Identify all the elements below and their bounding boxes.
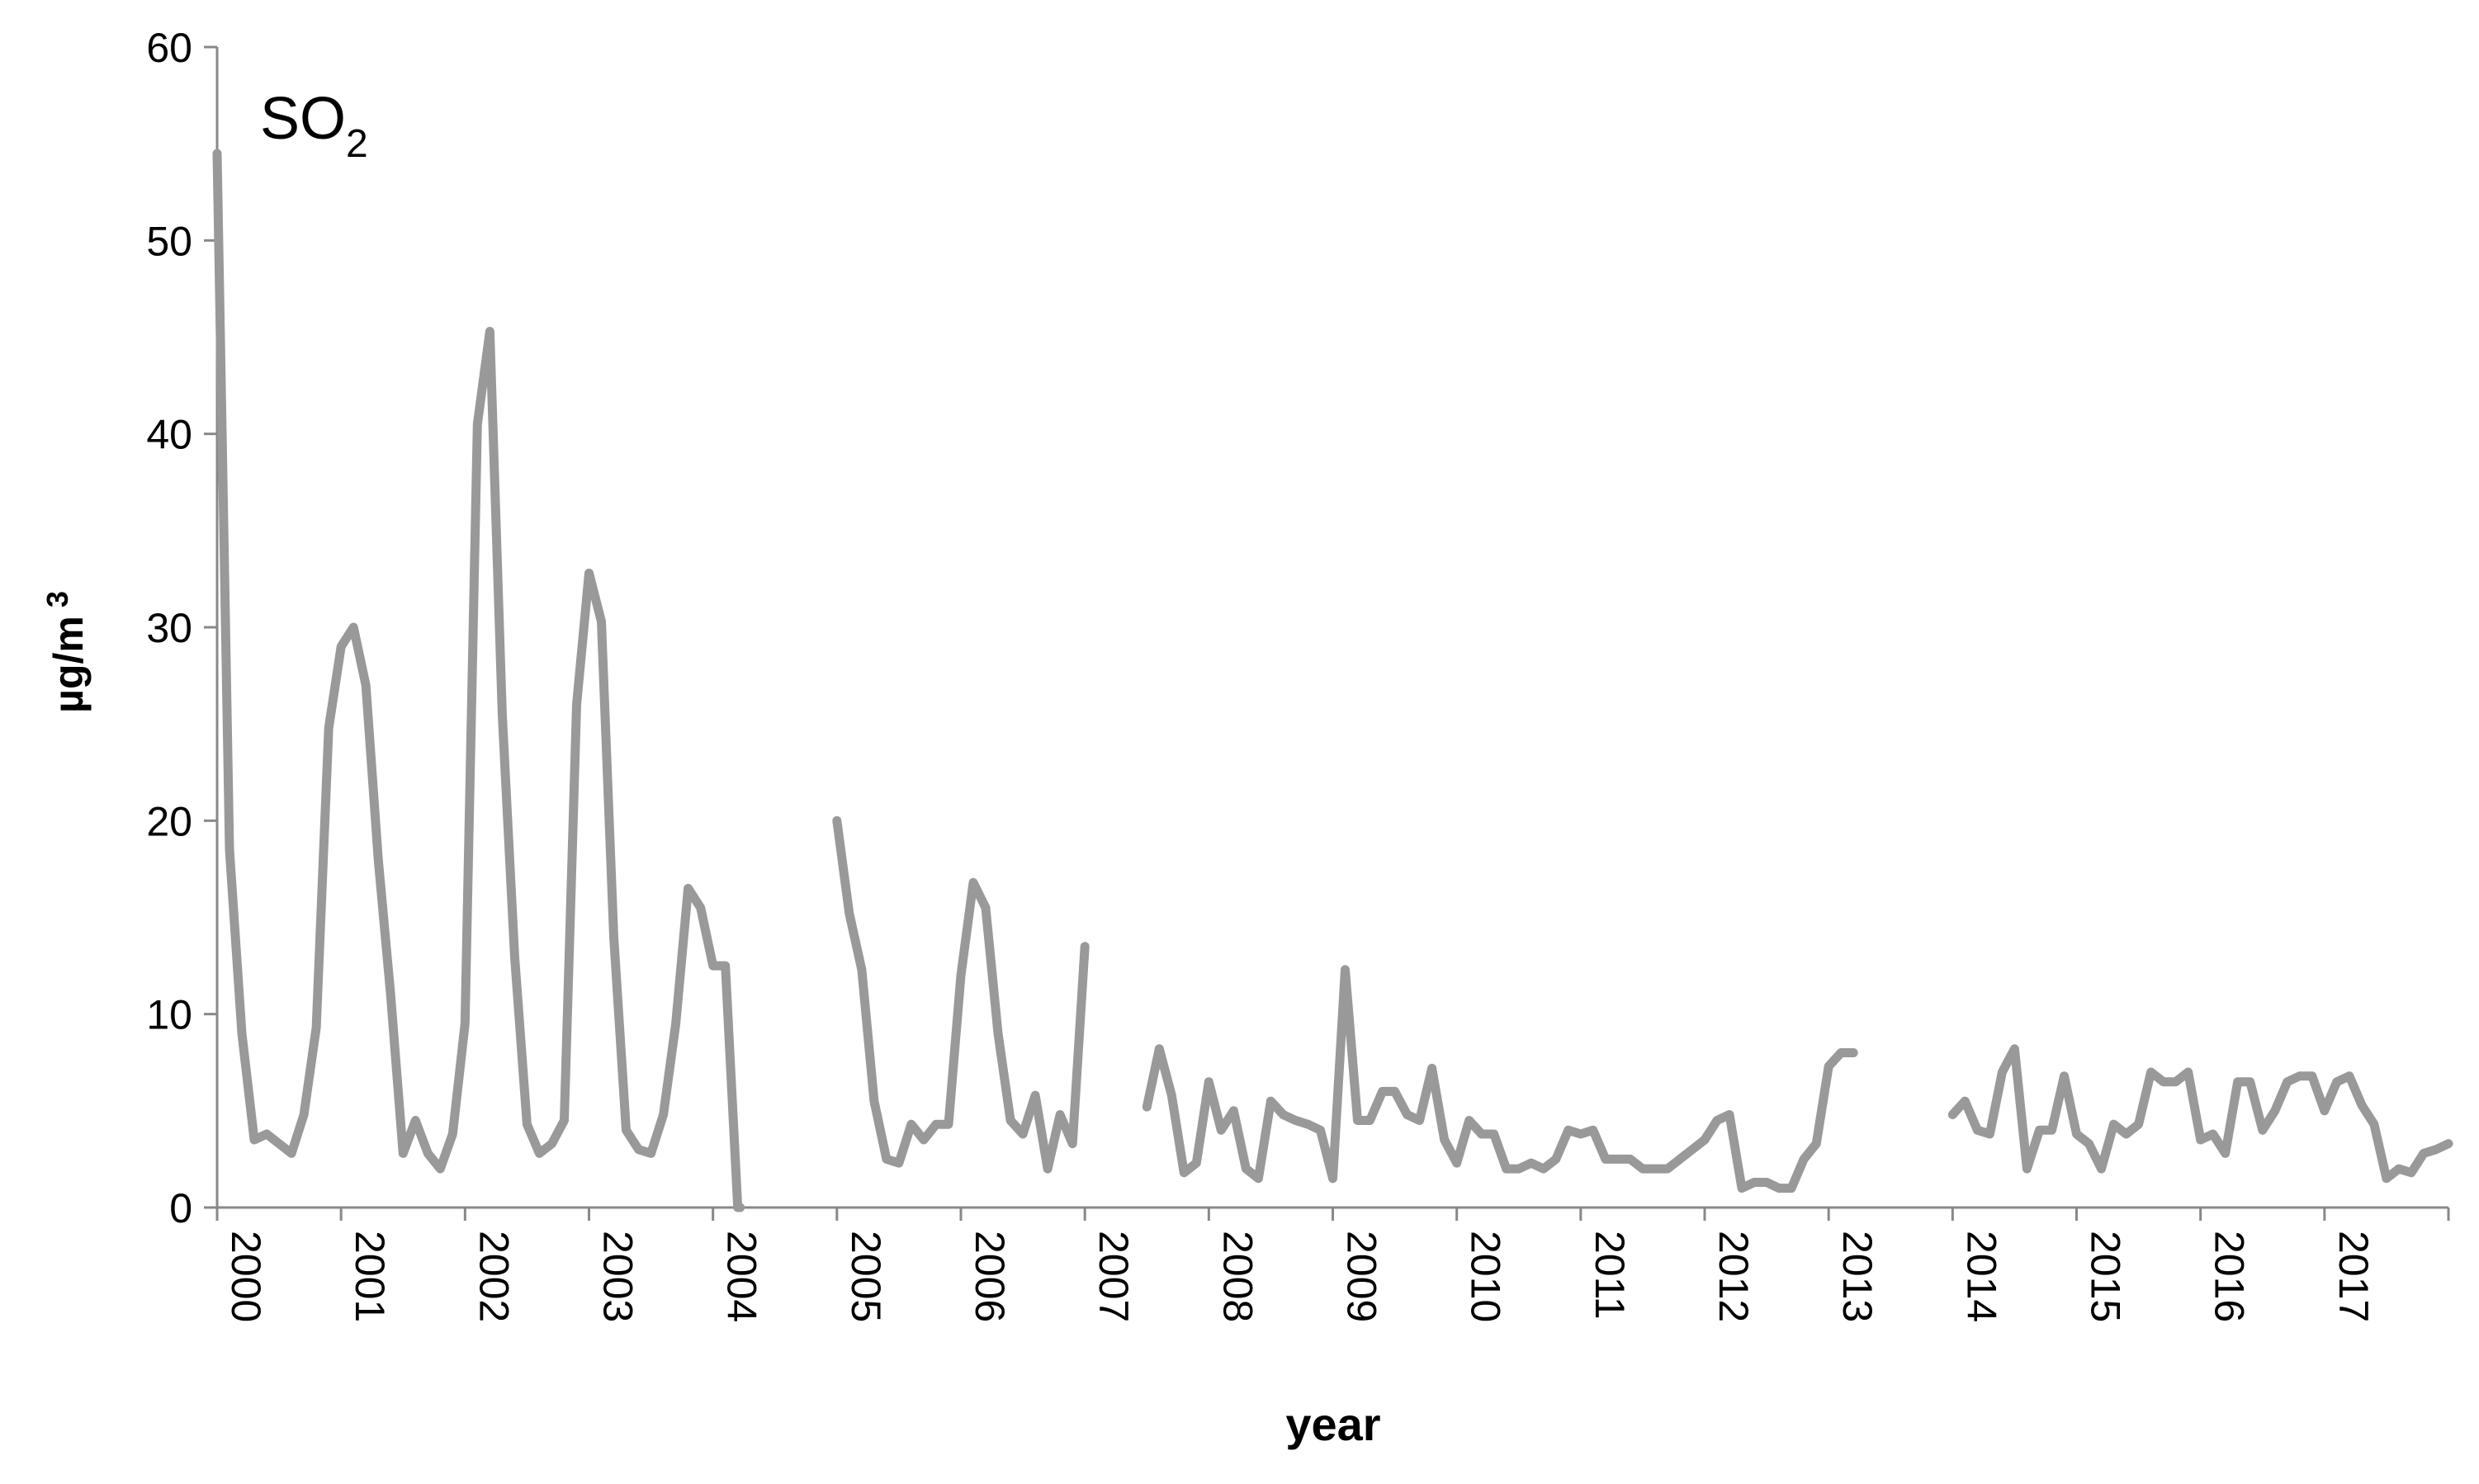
x-tick-label: 2015 xyxy=(2083,1231,2129,1322)
x-tick-label: 2010 xyxy=(1463,1231,1509,1322)
x-tick-label: 2014 xyxy=(1958,1231,2004,1322)
x-axis-title: year xyxy=(1285,1398,1380,1450)
x-tick-label: 2005 xyxy=(843,1231,889,1322)
axes xyxy=(215,47,2448,1209)
chart-title-subscript: 2 xyxy=(346,122,368,166)
so2-series-segment-1 xyxy=(212,149,745,1212)
x-tick-label: 2011 xyxy=(1587,1231,1633,1320)
x-tick-label: 2016 xyxy=(2207,1231,2253,1322)
y-tick-label: 50 xyxy=(146,218,192,264)
x-tick-label: 2002 xyxy=(471,1231,517,1322)
y-axis-title: µg/m 3 xyxy=(40,591,92,713)
chart-title: SO2 xyxy=(260,86,368,166)
so2-series-segment-3 xyxy=(1142,965,1858,1193)
y-tick-label: 20 xyxy=(146,798,192,844)
x-tick-label: 2001 xyxy=(347,1231,393,1322)
x-tick-label: 2008 xyxy=(1214,1231,1261,1322)
y-tick-label: 30 xyxy=(146,605,192,651)
x-tick-label: 2006 xyxy=(967,1231,1013,1322)
x-tick-label: 2007 xyxy=(1090,1231,1137,1322)
so2-series-segment-2 xyxy=(832,815,1090,1174)
x-tick-label: 2004 xyxy=(719,1231,765,1322)
y-ticks: 0 10 20 30 40 50 60 xyxy=(146,25,217,1231)
y-tick-label: 0 xyxy=(169,1185,192,1231)
x-tick-label: 2009 xyxy=(1339,1231,1385,1322)
y-tick-label: 10 xyxy=(146,992,192,1038)
x-tick-label: 2017 xyxy=(2330,1231,2377,1322)
so2-series-segment-4 xyxy=(1947,1044,2453,1184)
x-tick-label: 2013 xyxy=(1834,1231,1881,1322)
chart-title-main: SO xyxy=(260,86,346,152)
y-tick-label: 60 xyxy=(146,25,192,71)
y-axis-title-superscript: 3 xyxy=(40,591,74,607)
y-axis-title-main: µg/m xyxy=(45,616,92,713)
x-tick-label: 2003 xyxy=(595,1231,641,1322)
y-tick-label: 40 xyxy=(146,412,192,458)
so2-series xyxy=(212,149,2453,1212)
x-tick-label: 2012 xyxy=(1710,1231,1757,1322)
x-ticks: 2000 2001 2002 2003 2004 2005 2006 2007 2008 2009… xyxy=(215,1208,2450,1322)
x-tick-label: 2000 xyxy=(223,1231,269,1322)
